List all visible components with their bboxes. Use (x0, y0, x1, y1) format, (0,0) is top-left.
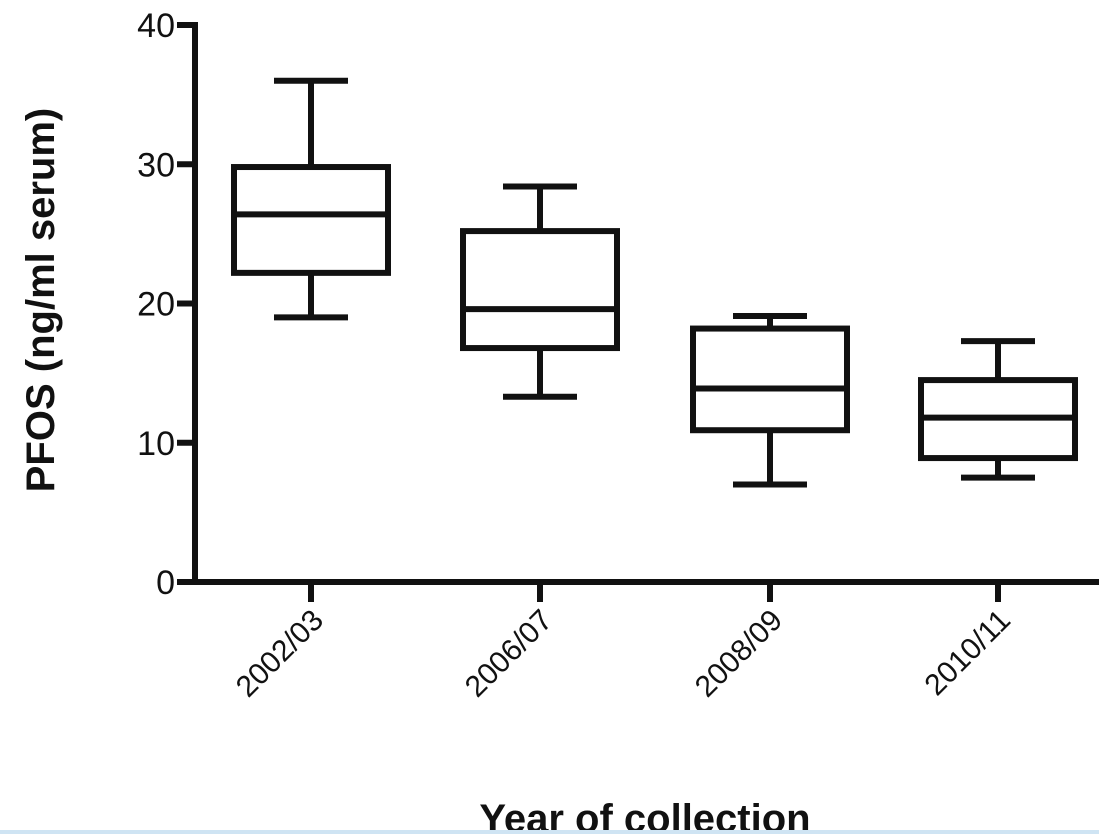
y-axis-title: PFOS (ng/ml serum) (19, 108, 63, 493)
box-series (231, 77, 1078, 488)
x-tick-label: 2006/07 (459, 604, 559, 704)
y-tick-label: 0 (156, 564, 175, 602)
x-tick-label: 2002/03 (230, 604, 330, 704)
box-2002-03 (231, 77, 391, 321)
box-2010-11 (918, 338, 1078, 481)
y-tick-label: 20 (137, 286, 175, 324)
iqr-box (690, 325, 850, 434)
y-axis: 0 10 20 30 40 (137, 7, 198, 602)
y-tick-label: 10 (137, 425, 175, 463)
x-tick-label: 2010/11 (919, 604, 1017, 702)
iqr-box (231, 164, 391, 276)
x-axis: 2002/03 2006/07 2008/09 2010/11 (192, 579, 1099, 704)
x-tick-label: 2008/09 (689, 604, 789, 704)
y-tick-label: 40 (137, 7, 175, 45)
x-axis-title: Year of collection (479, 797, 810, 834)
iqr-box (460, 228, 620, 352)
bottom-divider (0, 830, 1099, 834)
box-2008-09 (690, 313, 850, 488)
y-tick-label: 30 (137, 146, 175, 184)
box-2006-07 (460, 183, 620, 400)
